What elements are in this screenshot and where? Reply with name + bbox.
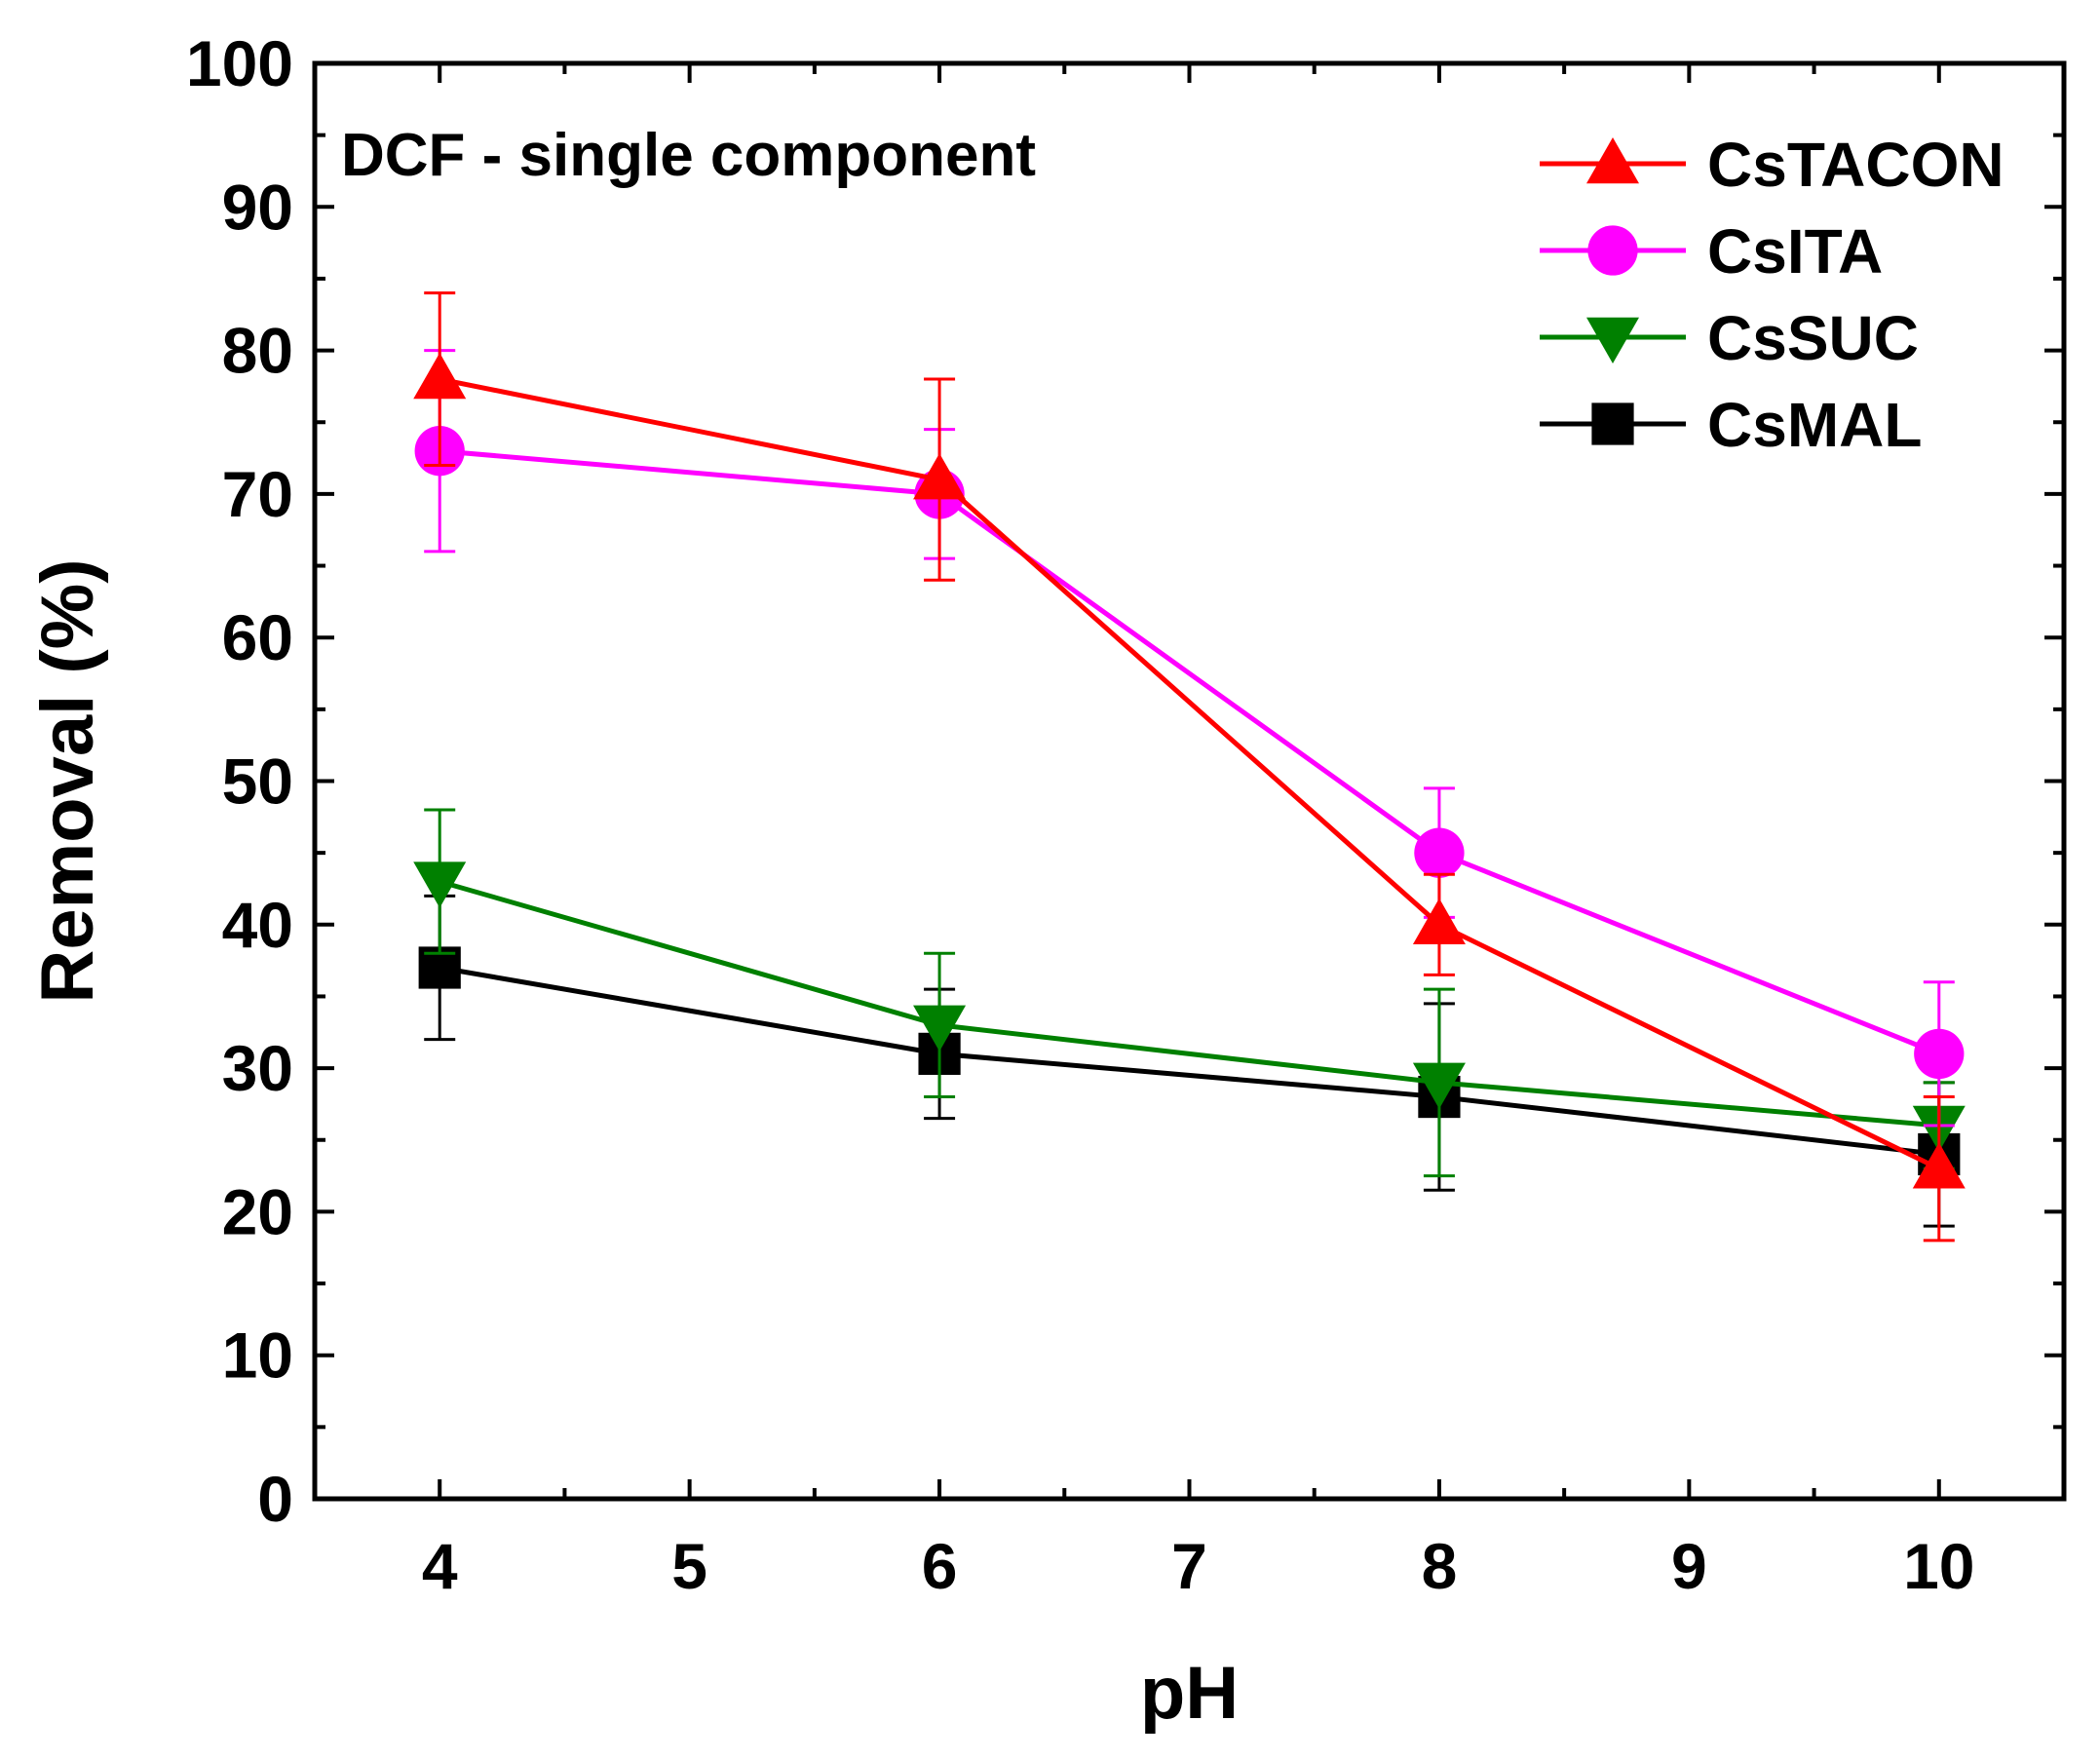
- y-tick-label: 10: [222, 1319, 293, 1392]
- data-point: [1914, 1028, 1965, 1080]
- series-line: [439, 376, 1940, 1171]
- series-csmal: [418, 894, 1961, 1228]
- y-tick-label: 80: [222, 315, 293, 387]
- data-point: [913, 453, 967, 500]
- data-point: [1414, 827, 1465, 878]
- y-tick-label: 50: [222, 746, 293, 818]
- x-axis-title: pH: [1140, 1652, 1239, 1735]
- x-tick-label: 9: [1671, 1530, 1707, 1602]
- y-axis-title: Removal (%): [26, 558, 109, 1003]
- legend-entry-cstacon: CsTACON: [1540, 130, 2005, 200]
- series-line: [439, 879, 1940, 1128]
- x-tick-label: 7: [1171, 1530, 1207, 1602]
- data-point: [913, 1005, 967, 1052]
- legend-label: CsSUC: [1707, 303, 1919, 373]
- legend-marker: [1586, 317, 1639, 363]
- y-tick-label: 100: [186, 27, 293, 99]
- legend-label: CsITA: [1707, 216, 1883, 287]
- y-tick-label: 60: [222, 601, 293, 673]
- y-tick-label: 90: [222, 171, 293, 243]
- data-point: [413, 353, 467, 400]
- chart-annotation: DCF - single component: [341, 122, 1036, 189]
- data-point: [1412, 1062, 1466, 1109]
- series-csita: [414, 349, 1965, 1128]
- x-tick-label: 4: [422, 1530, 458, 1602]
- legend-entry-csita: CsITA: [1540, 216, 1883, 287]
- series-cstacon: [413, 291, 1966, 1243]
- series-cssuc: [413, 808, 1966, 1178]
- legend: CsTACON CsITA CsSUC CsMAL: [1540, 130, 2005, 460]
- y-tick-label: 0: [257, 1463, 293, 1535]
- legend-label: CsTACON: [1707, 130, 2005, 200]
- x-tick-label: 10: [1903, 1530, 1974, 1602]
- x-tick-label: 6: [922, 1530, 958, 1602]
- legend-marker: [1586, 137, 1639, 184]
- legend-entry-cssuc: CsSUC: [1540, 303, 1919, 373]
- y-tick-label: 70: [222, 458, 293, 530]
- y-tick-label: 20: [222, 1175, 293, 1247]
- y-tick-label: 30: [222, 1032, 293, 1104]
- legend-entry-csmal: CsMAL: [1540, 390, 1922, 460]
- y-tick-label: 40: [222, 889, 293, 961]
- legend-marker: [1587, 225, 1638, 276]
- data-point: [413, 861, 467, 908]
- series-line: [439, 448, 1940, 1056]
- series-line: [439, 965, 1940, 1157]
- legend-marker: [1591, 402, 1634, 445]
- x-tick-label: 5: [671, 1530, 707, 1602]
- data-point: [1412, 898, 1466, 945]
- data-point: [1912, 1142, 1966, 1189]
- legend-label: CsMAL: [1707, 390, 1922, 460]
- x-tick-label: 8: [1422, 1530, 1458, 1602]
- data-series: [413, 291, 1966, 1243]
